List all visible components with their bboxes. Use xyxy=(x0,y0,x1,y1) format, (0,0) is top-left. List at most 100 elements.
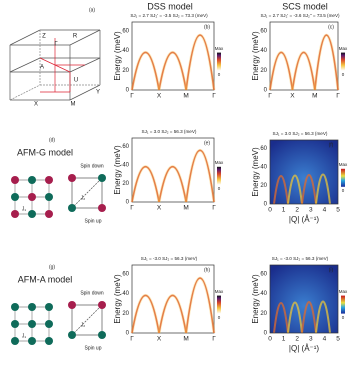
y-tick-label: 0 xyxy=(126,200,130,206)
dispersion xyxy=(185,277,215,334)
dispersion-glow xyxy=(268,51,294,91)
x-tick-label: Γ xyxy=(130,336,134,343)
spin-site xyxy=(28,193,36,201)
dispersion xyxy=(158,294,187,334)
point-label: U xyxy=(74,78,78,84)
spin-site xyxy=(11,320,19,328)
unit-cell xyxy=(71,304,103,336)
dispersion xyxy=(185,149,215,203)
panel-label: (e) xyxy=(204,140,210,146)
point-label: R xyxy=(73,34,78,40)
y-tick-label: 60 xyxy=(122,271,129,277)
spin-site xyxy=(11,303,19,311)
model-params: SJ₁ = 3.0 SJ₂ = 56.3 (meV) xyxy=(142,129,197,134)
spin-site xyxy=(98,174,106,182)
intensity-band xyxy=(273,175,289,205)
x-tick-label: Γ xyxy=(268,93,272,100)
dispersion xyxy=(158,51,187,91)
x-tick-label: Γ xyxy=(130,93,134,100)
x-tick-label: X xyxy=(157,336,162,343)
x-tick-label: 1 xyxy=(282,336,286,343)
spin-site xyxy=(68,204,76,212)
spin-site xyxy=(45,176,53,184)
x-tick-label: 0 xyxy=(268,336,272,343)
diagram-line xyxy=(71,304,103,336)
y-axis-label: Energy (meV) xyxy=(113,145,122,195)
dispersion xyxy=(158,166,187,203)
colorbar xyxy=(217,166,221,185)
spin-site xyxy=(45,210,53,218)
unit-cell xyxy=(71,177,103,209)
coupling-label: J₂ xyxy=(81,322,86,328)
colorbar-label: 0 xyxy=(342,72,345,77)
dispersion xyxy=(185,34,215,91)
plot-frame xyxy=(131,137,215,203)
dispersion-glow xyxy=(290,51,317,91)
y-tick-label: 60 xyxy=(260,146,267,152)
y-tick-label: 20 xyxy=(260,68,267,74)
colorbar-label: Max xyxy=(339,162,348,167)
plot-frame xyxy=(269,139,339,205)
spin-site xyxy=(28,337,36,345)
intensity-band xyxy=(287,301,303,334)
x-tick-label: Γ xyxy=(212,336,216,343)
model-params: SJ₁ = -3.0 SJ₂ = 56.3 (meV) xyxy=(141,256,198,261)
coupling-label: J₂ xyxy=(81,195,86,201)
x-axis-label: |Q| (Å⁻¹) xyxy=(289,215,319,224)
panel-label: (d) xyxy=(49,137,55,143)
x-tick-label: 1 xyxy=(282,207,286,214)
spin-site xyxy=(11,337,19,345)
dispersion xyxy=(291,51,316,91)
x-tick-label: 0 xyxy=(268,207,272,214)
y-tick-label: 0 xyxy=(126,331,130,337)
y-tick-label: 60 xyxy=(122,144,129,150)
diagram-line xyxy=(69,84,101,101)
dispersion-glow xyxy=(184,149,216,203)
dispersion xyxy=(269,51,294,91)
dispersion-glow xyxy=(313,33,340,91)
diagram-line xyxy=(71,177,103,209)
spin-label: Spin down xyxy=(80,290,104,296)
model-params: SJ₁ = 2.7 SJ₂' = -3.6 SJ₂'' = 73.5 (meV) xyxy=(260,13,340,18)
panel-label: (a) xyxy=(89,7,95,13)
spin-site xyxy=(98,301,106,309)
panel-label: (f) xyxy=(329,142,334,148)
x-tick-label: X xyxy=(157,205,162,212)
panel-label: (g) xyxy=(49,264,55,270)
y-tick-label: 0 xyxy=(264,331,268,337)
y-tick-label: 60 xyxy=(122,28,129,34)
spin-label: Spin up xyxy=(85,345,102,351)
diagram-line xyxy=(9,84,41,101)
x-tick-label: M xyxy=(183,93,188,100)
y-tick-label: 40 xyxy=(122,48,129,54)
panel-label: (i) xyxy=(329,267,334,273)
x-tick-label: Γ xyxy=(212,205,216,212)
x-tick-label: Γ xyxy=(212,93,216,100)
colorbar xyxy=(341,295,345,314)
x-tick-label: M xyxy=(183,336,188,343)
x-tick-label: X xyxy=(157,93,162,100)
intensity-band xyxy=(287,174,303,205)
spin-site xyxy=(28,320,36,328)
intensity-band xyxy=(273,302,289,334)
spin-site xyxy=(45,303,53,311)
coupling-label: J₁ xyxy=(22,333,27,339)
spin-site xyxy=(45,193,53,201)
colorbar-label: Max xyxy=(215,46,224,51)
intensity-band xyxy=(315,300,331,334)
spin-site xyxy=(11,193,19,201)
y-tick-label: 0 xyxy=(126,88,130,94)
y-tick-label: 0 xyxy=(264,88,268,94)
point-label: Y xyxy=(96,90,100,96)
spin-site xyxy=(68,174,76,182)
spin-site xyxy=(45,337,53,345)
x-tick-label: 5 xyxy=(336,336,340,343)
y-tick-label: 60 xyxy=(260,271,267,277)
spin-site xyxy=(98,204,106,212)
y-tick-label: 20 xyxy=(260,311,267,317)
column-title: DSS model xyxy=(147,1,193,11)
dispersion-glow xyxy=(157,51,188,91)
plot-frame xyxy=(131,21,215,91)
spin-site xyxy=(28,303,36,311)
x-tick-label: 3 xyxy=(309,207,313,214)
